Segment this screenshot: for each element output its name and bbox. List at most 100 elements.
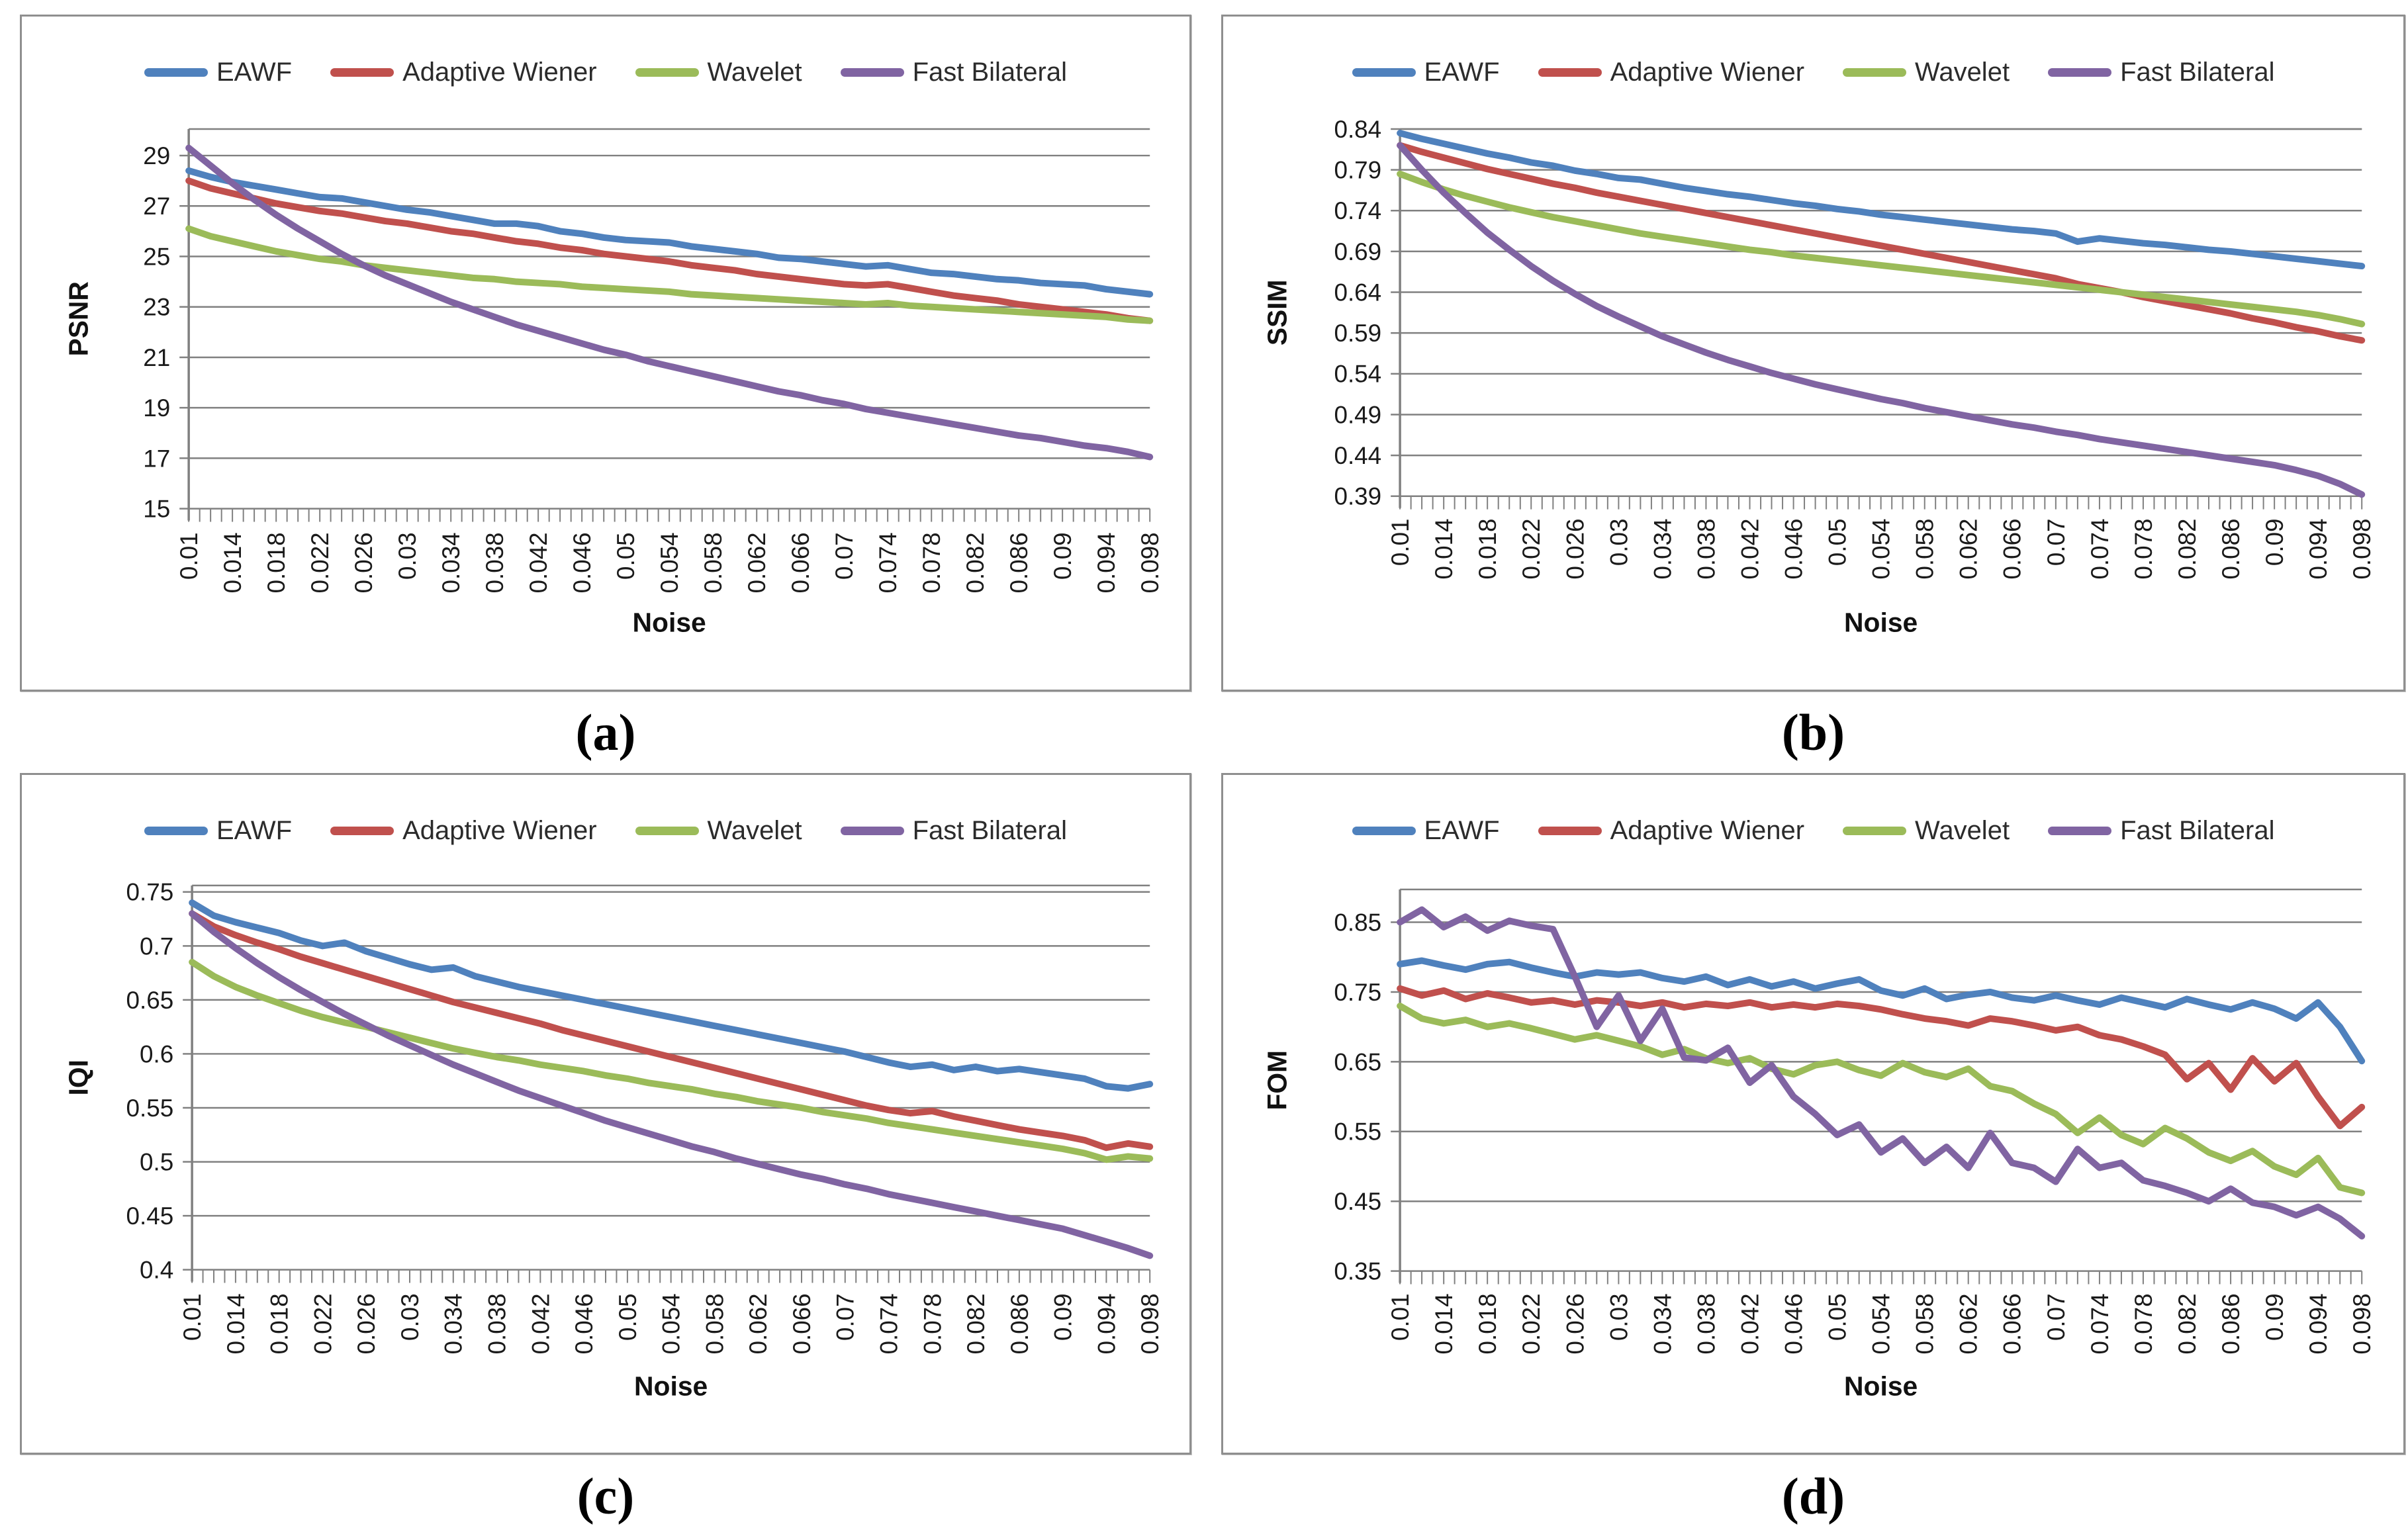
legend-swatch-icon: [144, 68, 208, 77]
x-tick-label: 0.066: [788, 1293, 815, 1354]
y-tick-label: 0.59: [1334, 320, 1381, 347]
x-tick-label: 0.05: [1824, 519, 1851, 566]
x-tick-label: 0.094: [1093, 1293, 1120, 1354]
x-tick-labels: 0.01 0.014 0.018 0.022 0.026 0.03 0.034 0.038 0.…: [1387, 519, 2376, 580]
x-tick-label: 0.046: [1781, 1293, 1808, 1354]
x-tick-label: 0.074: [875, 1293, 902, 1354]
y-tick-label: 15: [143, 496, 170, 523]
gridlines: 0.75 0.7 0.65 0.6 0.55 0.5 0.45 0.4: [126, 879, 1150, 1284]
x-tick-label: 0.082: [962, 532, 989, 593]
y-tick-label: 27: [143, 193, 170, 220]
y-tick-label: 0.55: [126, 1095, 173, 1122]
y-tick-label: 0.79: [1334, 157, 1381, 184]
caption-b: (b): [1781, 703, 1845, 761]
y-tick-label: 0.39: [1334, 483, 1381, 510]
legend-swatch-icon: [840, 827, 904, 835]
x-tick-label: 0.046: [571, 1293, 598, 1354]
y-tick-label: 0.35: [1334, 1258, 1381, 1285]
x-axis-ticks: [1399, 1271, 2363, 1285]
x-tick-label: 0.058: [700, 532, 727, 593]
y-tick-label: 0.7: [140, 932, 173, 960]
x-tick-label: 0.038: [483, 1293, 510, 1354]
x-tick-label: 0.062: [1955, 1293, 1982, 1354]
y-tick-label: 0.75: [1334, 979, 1381, 1006]
y-tick-label: 0.85: [1334, 909, 1381, 936]
series-line-fast-bilateral: [185, 144, 1154, 461]
legend-swatch-icon: [144, 827, 208, 835]
x-tick-label: 0.03: [394, 532, 421, 580]
chart-panel-iqi: EAWF Adaptive Wiener Wavelet Fast Bilateral…: [20, 773, 1191, 1455]
x-tick-label: 0.078: [2130, 1293, 2157, 1354]
caption-d: (d): [1781, 1467, 1845, 1525]
x-tick-label: 0.042: [1736, 519, 1763, 580]
series-line-wavelet: [1397, 170, 2366, 328]
x-tick-label: 0.062: [1955, 519, 1982, 580]
legend-label: Fast Bilateral: [912, 816, 1067, 845]
x-tick-label: 0.034: [1649, 1293, 1676, 1354]
legend-item-wavelet: Wavelet: [635, 816, 802, 846]
x-tick-label: 0.098: [2348, 519, 2376, 580]
y-tick-label: 0.69: [1334, 238, 1381, 265]
x-tick-label: 0.038: [481, 532, 508, 593]
x-tick-label: 0.01: [179, 1293, 206, 1341]
legend-swatch-icon: [1843, 68, 1907, 77]
y-tick-label: 0.84: [1334, 116, 1381, 143]
x-tick-label: 0.026: [350, 532, 377, 593]
x-tick-label: 0.074: [874, 532, 902, 593]
x-tick-label: 0.034: [438, 532, 465, 593]
legend-item-adaptive-wiener: Adaptive Wiener: [1538, 816, 1804, 846]
y-tick-label: 25: [143, 243, 170, 270]
legend-label: Wavelet: [1915, 816, 2010, 845]
x-tick-label: 0.062: [745, 1293, 772, 1354]
x-tick-label: 0.014: [219, 532, 246, 593]
x-tick-label: 0.09: [2261, 519, 2288, 566]
x-tick-label: 0.058: [1912, 519, 1939, 580]
x-tick-label: 0.054: [1868, 519, 1895, 580]
x-tick-labels: 0.01 0.014 0.018 0.022 0.026 0.03 0.034 0.038 0.…: [1387, 1293, 2376, 1354]
y-tick-label: 23: [143, 294, 170, 321]
x-tick-label: 0.058: [701, 1293, 728, 1354]
chart-panel-psnr: EAWF Adaptive Wiener Wavelet Fast Bilateral…: [20, 15, 1191, 692]
x-tick-label: 0.086: [2217, 519, 2245, 580]
x-tick-label: 0.07: [832, 1293, 859, 1341]
x-tick-label: 0.086: [2217, 1293, 2245, 1354]
x-axis-title: Noise: [1844, 608, 1918, 638]
legend-item-eawf: EAWF: [144, 58, 292, 87]
x-tick-label: 0.018: [263, 532, 290, 593]
x-tick-label: 0.058: [1912, 1293, 1939, 1354]
legend-swatch-icon: [1538, 68, 1602, 77]
x-tick-label: 0.01: [175, 532, 203, 580]
legend-label: Adaptive Wiener: [1610, 58, 1805, 87]
x-tick-label: 0.042: [527, 1293, 554, 1354]
x-tick-label: 0.07: [831, 532, 858, 580]
y-axis-title: FOM: [1262, 1050, 1293, 1110]
y-tick-label: 0.75: [126, 879, 173, 906]
x-tick-label: 0.026: [1561, 519, 1589, 580]
legend-swatch-icon: [840, 68, 904, 77]
line-chart-ssim: 0.84 0.79 0.74 0.69 0.64 0.59 0.54 0.49 0.44 0.39…: [1262, 116, 2376, 638]
x-tick-labels: 0.01 0.014 0.018 0.022 0.026 0.03 0.034 0.038 0.…: [175, 532, 1164, 593]
x-tick-label: 0.066: [787, 532, 814, 593]
y-tick-label: 0.65: [126, 987, 173, 1014]
legend-swatch-icon: [330, 827, 394, 835]
series-line-wavelet: [189, 958, 1154, 1163]
legend-item-wavelet: Wavelet: [1843, 816, 2010, 846]
x-axis-title: Noise: [1844, 1371, 1918, 1402]
caption-a: (a): [575, 703, 636, 761]
y-tick-label: 19: [143, 394, 170, 422]
legend-swatch-icon: [2048, 827, 2112, 835]
caption-c: (c): [577, 1467, 635, 1525]
x-tick-label: 0.05: [1824, 1293, 1851, 1341]
x-tick-label: 0.01: [1387, 1293, 1414, 1341]
y-tick-label: 0.4: [140, 1257, 173, 1284]
x-tick-label: 0.022: [1518, 519, 1545, 580]
x-tick-label: 0.05: [612, 532, 639, 580]
y-tick-label: 0.45: [126, 1202, 173, 1230]
x-axis-ticks: [1399, 496, 2363, 510]
legend-swatch-icon: [1538, 827, 1602, 835]
series-line-eawf: [189, 899, 1154, 1092]
legend-ssim: EAWF Adaptive Wiener Wavelet Fast Bilateral: [1223, 58, 2403, 87]
y-tick-label: 17: [143, 445, 170, 472]
x-tick-label: 0.098: [2348, 1293, 2376, 1354]
